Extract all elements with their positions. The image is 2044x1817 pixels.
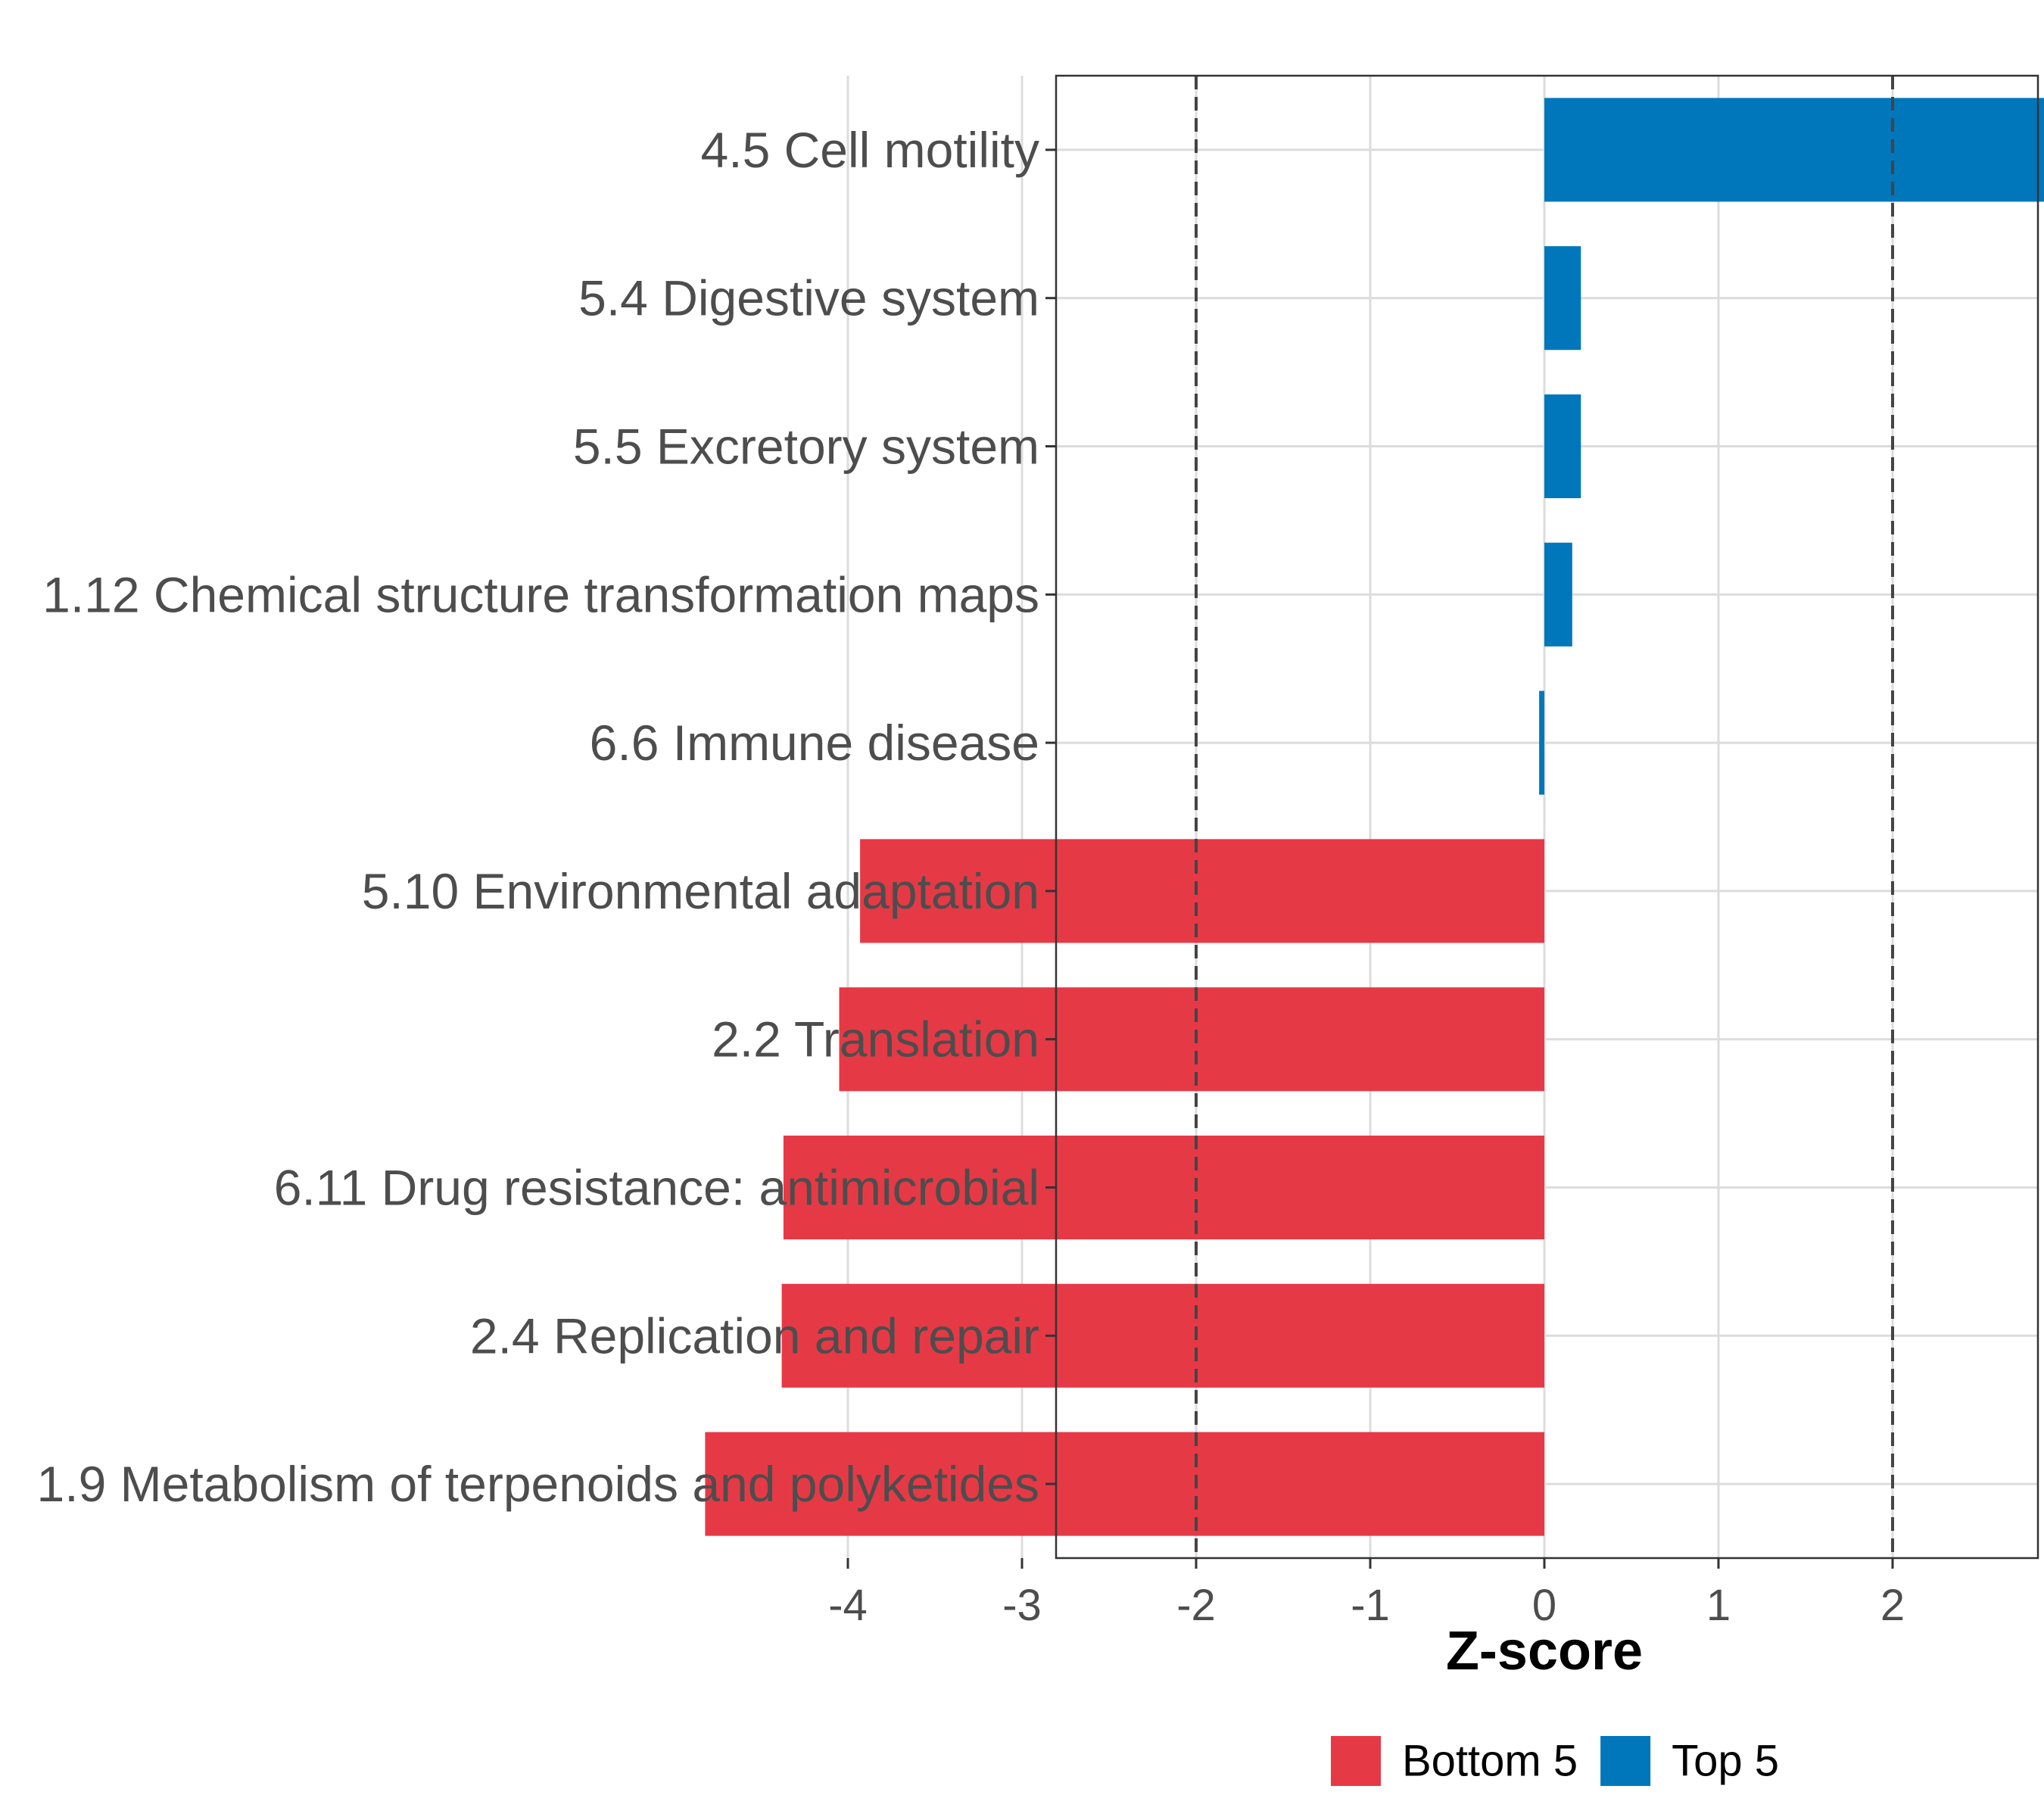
y-tick-label: 2.2 Translation [712, 1011, 1039, 1067]
bar [860, 839, 1544, 943]
x-tick-label: 0 [1532, 1581, 1556, 1630]
legend-swatch [1331, 1736, 1381, 1786]
bar [1539, 690, 1544, 795]
legend-swatch [1600, 1736, 1651, 1786]
y-tick-label: 1.9 Metabolism of terpenoids and polyket… [37, 1456, 1039, 1512]
x-tick-label: 1 [1706, 1581, 1731, 1630]
bar [1544, 394, 1581, 499]
y-tick-label: 6.6 Immune disease [590, 715, 1039, 771]
bar [1544, 542, 1572, 647]
x-tick-label: -4 [828, 1581, 868, 1630]
y-tick-label: 5.4 Digestive system [578, 270, 1039, 326]
legend-label: Top 5 [1672, 1737, 1779, 1786]
y-tick-label: 5.10 Environmental adaptation [362, 863, 1039, 919]
bar [783, 1135, 1544, 1240]
x-tick-label: -2 [1176, 1581, 1216, 1630]
y-tick-label: 1.12 Chemical structure transformation m… [42, 566, 1039, 622]
bar [839, 987, 1544, 1092]
panel-border [1055, 74, 2039, 1560]
y-tick-label: 2.4 Replication and repair [470, 1307, 1039, 1364]
legend-label: Bottom 5 [1402, 1737, 1578, 1786]
y-tick-label: 6.11 Drug resistance: antimicrobial [274, 1160, 1039, 1216]
bar [1544, 246, 1581, 351]
bar [781, 1283, 1544, 1388]
legend: Bottom 5 Top 5 [1331, 1736, 1779, 1786]
x-tick-label: -1 [1351, 1581, 1390, 1630]
reference-lines-layer [1195, 76, 1894, 1558]
x-axis: -4-3-2-101234 [828, 1558, 1905, 1630]
x-tick-label: 2 [1880, 1581, 1905, 1630]
y-tick-label: 4.5 Cell motility [701, 122, 1039, 178]
bars-layer [705, 98, 2044, 1536]
x-axis-title: Z-score [1446, 1621, 1643, 1681]
y-axis: 4.5 Cell motility 5.4 Digestive system 5.5… [37, 122, 1056, 1512]
bar [1544, 98, 2044, 202]
bar [705, 1432, 1544, 1536]
y-tick-label: 5.5 Excretory system [573, 419, 1039, 475]
x-tick-label: -3 [1002, 1581, 1042, 1630]
